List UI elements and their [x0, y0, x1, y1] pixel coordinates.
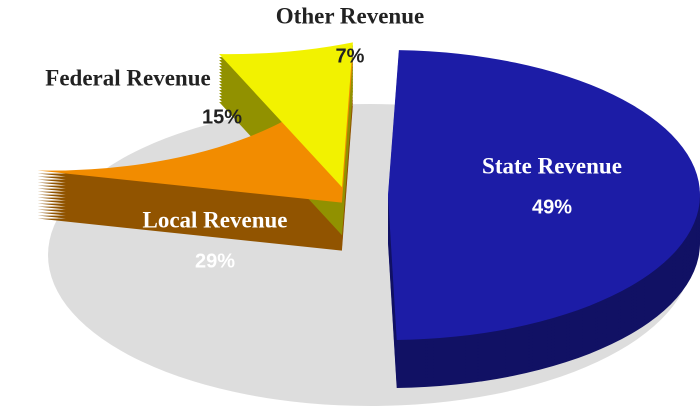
slice	[37, 57, 353, 203]
value-label: 7%	[336, 45, 365, 67]
slice-label: Local Revenue	[142, 207, 287, 232]
value-label: 29%	[195, 250, 235, 272]
slice-label: Federal Revenue	[45, 65, 210, 90]
value-label: 15%	[202, 106, 242, 128]
slice-label: State Revenue	[482, 153, 622, 178]
slice	[219, 42, 353, 188]
value-label: 49%	[532, 196, 572, 218]
slice-label: Other Revenue	[276, 3, 424, 28]
slice	[388, 50, 700, 340]
